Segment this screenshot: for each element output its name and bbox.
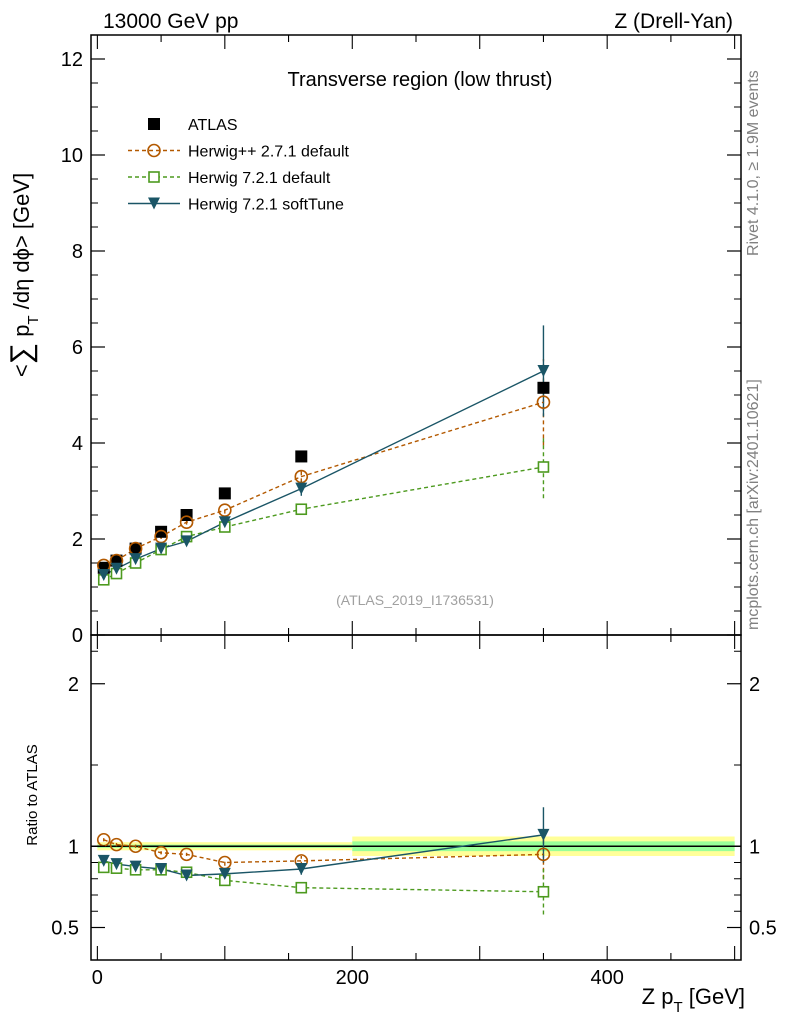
main-axis-ticks: 0 2 4 6 8 10 12 [61, 35, 741, 647]
ytick-label: 4 [72, 433, 83, 455]
ratio-ytick-label-right: 1 [749, 836, 760, 858]
ratio-data-point [180, 869, 193, 882]
ratio-ytick-label-right: 0.5 [749, 918, 777, 940]
ratio-data-point [154, 845, 168, 860]
xtick-label: 400 [590, 967, 623, 989]
ratio-data-point [295, 881, 308, 894]
data-point [537, 365, 550, 377]
data-point [129, 542, 142, 555]
energy-label: 13000 GeV pp [103, 10, 238, 33]
ratio-frame [90, 634, 742, 961]
legend-marker [147, 143, 161, 158]
main-error-bars [103, 325, 545, 582]
ratio-data-point [110, 858, 123, 871]
data-point [218, 516, 231, 529]
ytick-label: 0 [72, 625, 83, 647]
ratio-data-point [537, 828, 550, 841]
data-point [179, 515, 194, 530]
ratio-panel: 0.5 0.5 1 1 2 2 0 200 400 [51, 634, 777, 989]
main-series-lines [103, 370, 544, 581]
data-point [537, 461, 550, 473]
legend-label: ATLAS [188, 117, 238, 134]
ytick-label: 2 [72, 529, 83, 551]
data-point [155, 542, 168, 555]
series-line [103, 370, 544, 576]
ratio-data-point [536, 847, 551, 862]
ratio-data-point [218, 867, 231, 880]
data-point [295, 503, 308, 516]
data-point [218, 487, 231, 500]
ratio-ytick-label: 0.5 [51, 918, 79, 940]
series-line [103, 466, 544, 581]
ytick-label: 6 [72, 337, 83, 359]
ratio-series-line [103, 839, 544, 864]
legend-label: Herwig 7.2.1 default [188, 170, 331, 187]
rivet-version-label: Rivet 4.1.0, ≥ 1.9M events [745, 70, 762, 256]
ytick-label: 8 [72, 241, 83, 263]
data-point [536, 395, 551, 410]
legend-label: Herwig++ 2.7.1 default [188, 144, 350, 161]
ratio-ytick-label: 1 [68, 836, 79, 858]
data-point [155, 525, 168, 538]
ratio-data-point [537, 885, 550, 898]
xtick-label: 200 [336, 967, 369, 989]
svg-text:<∑ pT /dη dϕ> [GeV]: <∑ pT /dη dϕ> [GeV] [5, 173, 42, 377]
data-point [110, 562, 123, 575]
ratio-data-point [128, 839, 143, 854]
legend-label: Herwig 7.2.1 softTune [188, 197, 344, 214]
ytick-label: 12 [61, 49, 83, 71]
legend-marker [148, 171, 160, 183]
ratio-axis-ticks: 0.5 0.5 1 1 2 2 0 200 400 [51, 635, 777, 989]
ratio-data-point [295, 863, 308, 875]
svg-text:Z pT [GeV]: Z pT [GeV] [642, 984, 745, 1016]
main-markers [96, 365, 551, 586]
ratio-ylabel: Ratio to ATLAS [24, 744, 41, 845]
data-point [180, 535, 193, 548]
data-point [295, 450, 308, 463]
ratio-data-point [129, 860, 142, 873]
ratio-data-point [155, 863, 168, 875]
xlabel: Z pT [GeV] [642, 984, 745, 1016]
legend-marker [148, 118, 160, 130]
mcplots-label: mcplots.cern.ch [arXiv:2401.10621] [745, 379, 762, 630]
data-point [295, 482, 308, 495]
ratio-data-point [109, 837, 124, 852]
ratio-error-bars [103, 807, 545, 915]
data-point [129, 553, 142, 566]
series-line [103, 401, 544, 567]
legend: ATLAS Herwig++ 2.7.1 default Herwig 7.2.1 … [128, 117, 350, 214]
data-point [97, 569, 110, 581]
ratio-data-point [97, 854, 110, 867]
analysis-watermark: (ATLAS_2019_I1736531) [336, 592, 494, 608]
process-label: Z (Drell-Yan) [614, 10, 733, 33]
xtick-label: 0 [92, 967, 103, 989]
main-title: Transverse region (low thrust) [288, 69, 553, 91]
ratio-data-point [179, 847, 194, 862]
main-ylabel: <∑ pT /dη dϕ> [GeV] [5, 173, 42, 377]
ratio-markers [96, 828, 551, 898]
ratio-ytick-label-right: 2 [749, 674, 760, 696]
ytick-label: 10 [61, 145, 83, 167]
data-point [180, 509, 193, 521]
main-panel: 0 2 4 6 8 10 12 Transverse region (low thrust)… [61, 34, 742, 647]
ratio-ytick-label: 2 [68, 674, 79, 696]
data-point [537, 381, 550, 394]
legend-marker [148, 197, 160, 210]
